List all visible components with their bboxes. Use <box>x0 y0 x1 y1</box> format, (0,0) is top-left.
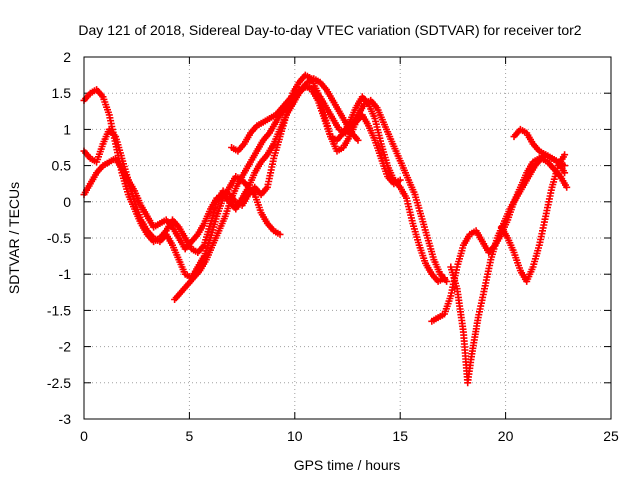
series-track-a <box>80 71 448 285</box>
series-markers <box>171 82 451 303</box>
axis-ticks: 0 5 10 15 20 25 -3 -2.5 -2 -1.5 -1 -0.5 0 0.5 1 1.5 2 <box>47 49 619 444</box>
y-tick-label: -2.5 <box>47 375 71 391</box>
series-track-c <box>80 154 284 253</box>
y-tick-label: 2 <box>63 49 71 65</box>
y-tick-label: -0.5 <box>47 230 71 246</box>
y-axis-label: SDTVAR / TECUs <box>6 182 22 294</box>
series-trace <box>450 157 568 383</box>
series-markers <box>80 154 284 253</box>
x-tick-label: 0 <box>80 428 88 444</box>
x-tick-label: 20 <box>498 428 514 444</box>
y-tick-label: 0 <box>63 194 71 210</box>
series-track-g <box>447 154 571 387</box>
x-tick-label: 15 <box>392 428 408 444</box>
y-tick-label: -1 <box>59 266 72 282</box>
y-tick-label: -1.5 <box>47 302 71 318</box>
y-tick-label: -3 <box>59 411 72 427</box>
x-tick-label: 25 <box>603 428 619 444</box>
series-track-i <box>510 125 569 170</box>
chart-title: Day 121 of 2018, Sidereal Day-to-day VTE… <box>78 22 581 38</box>
series-track-h <box>497 151 569 285</box>
series-track-d <box>171 82 451 303</box>
y-tick-label: 0.5 <box>52 158 72 174</box>
plot-frame <box>83 56 612 420</box>
series-markers <box>80 71 448 285</box>
x-axis-label: GPS time / hours <box>294 457 401 473</box>
series-track-e <box>228 75 362 155</box>
y-tick-label: 1.5 <box>52 85 72 101</box>
x-tick-label: 10 <box>287 428 303 444</box>
y-tick-label: 1 <box>63 121 71 137</box>
x-tick-label: 5 <box>186 428 194 444</box>
data-series <box>80 71 571 387</box>
y-tick-label: -2 <box>59 339 72 355</box>
